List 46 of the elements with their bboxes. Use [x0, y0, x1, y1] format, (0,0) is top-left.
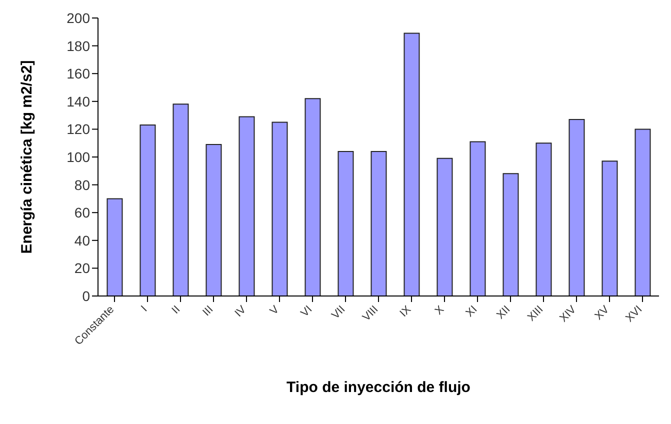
x-tick-label: XII [494, 304, 513, 322]
bar [238, 116, 255, 296]
bar [568, 118, 585, 296]
bar [304, 98, 321, 296]
bar [140, 124, 156, 296]
x-tick-label: XVI [624, 304, 645, 325]
bar [404, 32, 420, 296]
y-tick-label: 20 [74, 260, 90, 276]
bar [470, 141, 486, 296]
bar [502, 173, 519, 296]
bar [602, 160, 618, 296]
x-tick-label: IV [232, 303, 250, 320]
bar [536, 142, 552, 296]
x-tick-label: X [432, 303, 448, 318]
y-tick-label: 160 [66, 66, 90, 82]
bar [206, 144, 222, 296]
bar [338, 150, 354, 296]
x-tick-label: V [268, 303, 282, 318]
y-tick-label: 40 [74, 232, 90, 248]
x-tick-label: XV [592, 303, 612, 323]
bar [436, 158, 453, 296]
y-tick-label: 120 [66, 121, 90, 138]
x-tick-label: VIII [360, 304, 381, 324]
x-tick-label: VII [330, 304, 348, 322]
y-tick-label: 0 [82, 288, 90, 304]
x-tick-label: XI [464, 304, 480, 320]
y-tick-label: 180 [66, 38, 90, 54]
x-tick-label: I [138, 304, 150, 314]
y-tick-label: 100 [66, 148, 90, 165]
bar [370, 150, 387, 296]
y-tick-label: 80 [74, 176, 90, 193]
y-tick-label: 60 [74, 204, 90, 221]
y-tick-label: 140 [66, 93, 90, 110]
x-tick-label: XIV [558, 303, 580, 325]
bar [172, 104, 189, 296]
x-tick-label: III [200, 304, 216, 319]
x-tick-label: VI [298, 304, 315, 320]
bar [634, 128, 651, 296]
y-axis-title: Energía cinética [kg m2/s2] [18, 60, 36, 254]
bar [106, 198, 123, 296]
x-tick-label: IX [398, 303, 414, 320]
x-tick-label: XIII [525, 304, 546, 324]
x-tick-label: II [170, 304, 183, 316]
bar [272, 122, 288, 296]
y-tick-label: 200 [66, 10, 90, 26]
x-axis-title: Tipo de inyección de flujo [286, 379, 470, 396]
